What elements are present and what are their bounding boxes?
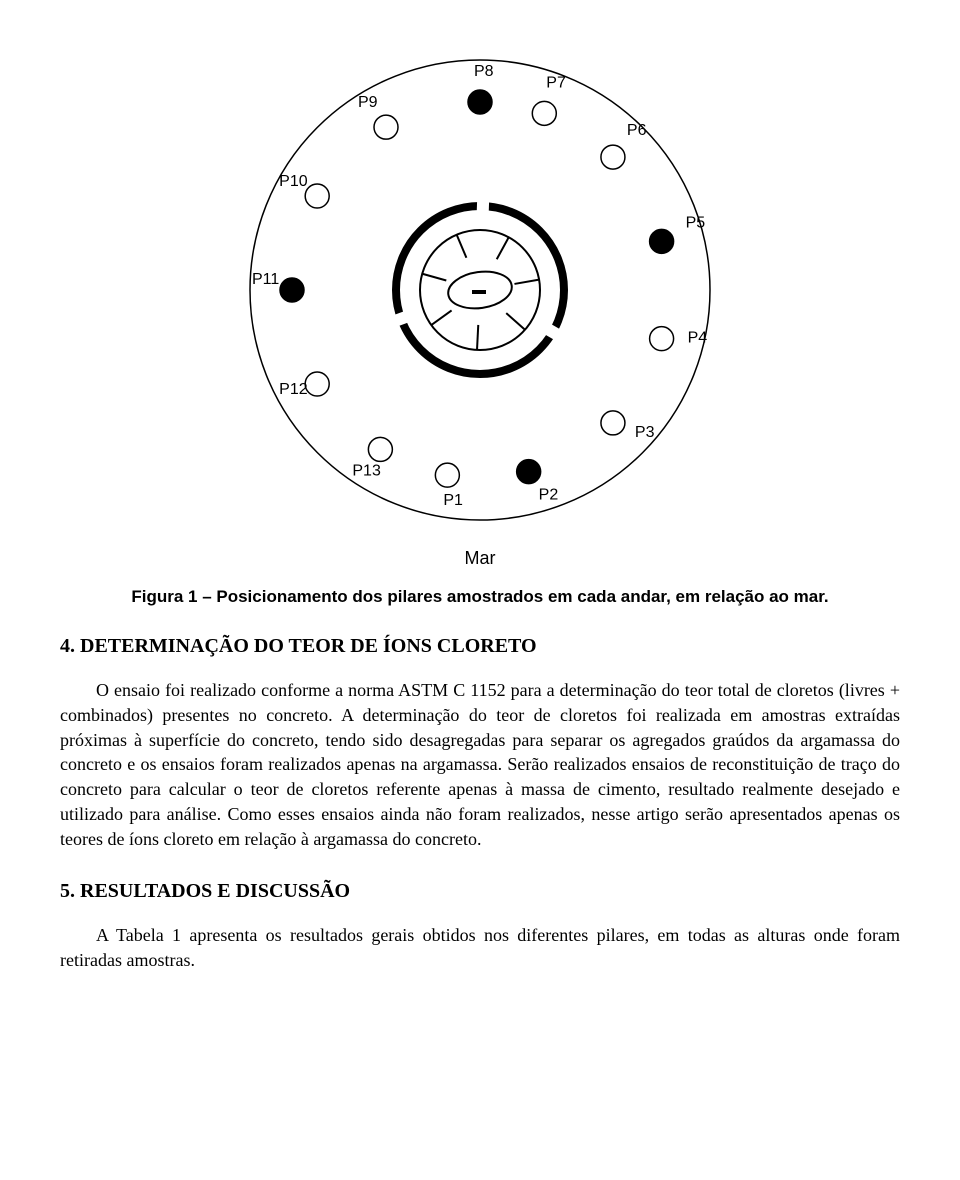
- pillar-label-P13: P13: [352, 462, 381, 479]
- figure-caption: Figura 1 – Posicionamento dos pilares am…: [60, 587, 900, 607]
- pillar-label-P7: P7: [546, 74, 566, 91]
- pillar-label-P9: P9: [358, 94, 378, 111]
- pillar-P13: [368, 437, 392, 461]
- pillar-label-P11: P11: [252, 271, 279, 288]
- pillar-P8: [468, 90, 492, 114]
- pillar-P1: [435, 463, 459, 487]
- mar-label: Mar: [60, 548, 900, 569]
- pillar-label-P6: P6: [627, 122, 647, 139]
- section-5-heading: 5. RESULTADOS E DISCUSSÃO: [60, 880, 900, 903]
- figure-1-diagram: P1 P2 P3 P4 P5 P6 P7 P8 P9 P10 P11 P12 P13: [60, 40, 900, 540]
- pillar-label-P4: P4: [688, 330, 708, 347]
- section-4-paragraph: O ensaio foi realizado conforme a norma …: [60, 678, 900, 852]
- section-5-paragraph: A Tabela 1 apresenta os resultados gerai…: [60, 923, 900, 973]
- pillar-label-P8: P8: [474, 63, 494, 80]
- pillar-P7: [532, 101, 556, 125]
- pillar-P3: [601, 411, 625, 435]
- pillar-P6: [601, 145, 625, 169]
- pillar-P4: [650, 327, 674, 351]
- ring-gap: [477, 198, 490, 214]
- pillar-label-P2: P2: [539, 487, 559, 504]
- pillar-P10: [305, 184, 329, 208]
- spoke: [477, 325, 478, 350]
- pillar-label-P10: P10: [279, 173, 308, 190]
- pillar-label-P5: P5: [686, 214, 706, 231]
- pillar-layout-svg: P1 P2 P3 P4 P5 P6 P7 P8 P9 P10 P11 P12 P13: [200, 40, 760, 540]
- pillar-P12: [305, 372, 329, 396]
- section-4-heading: 4. DETERMINAÇÃO DO TEOR DE ÍONS CLORETO: [60, 635, 900, 658]
- pillar-P5: [650, 229, 674, 253]
- pillar-label-P3: P3: [635, 424, 655, 441]
- center-dash: [472, 290, 486, 294]
- pillar-P9: [374, 115, 398, 139]
- pillar-P11: [280, 278, 304, 302]
- pillar-label-P12: P12: [279, 381, 308, 398]
- pillar-label-P1: P1: [443, 492, 463, 509]
- pillar-P2: [517, 460, 541, 484]
